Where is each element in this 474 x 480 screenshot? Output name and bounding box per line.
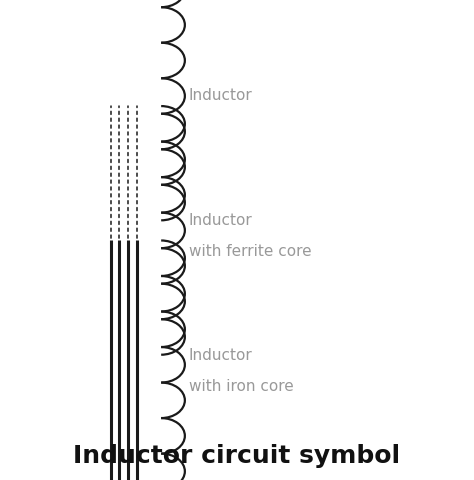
Text: Inductor: Inductor — [189, 213, 252, 228]
Text: Inductor: Inductor — [189, 348, 252, 363]
Text: Inductor: Inductor — [189, 88, 252, 104]
Text: with ferrite core: with ferrite core — [189, 244, 311, 260]
Text: with iron core: with iron core — [189, 379, 293, 394]
Text: Inductor circuit symbol: Inductor circuit symbol — [73, 444, 401, 468]
